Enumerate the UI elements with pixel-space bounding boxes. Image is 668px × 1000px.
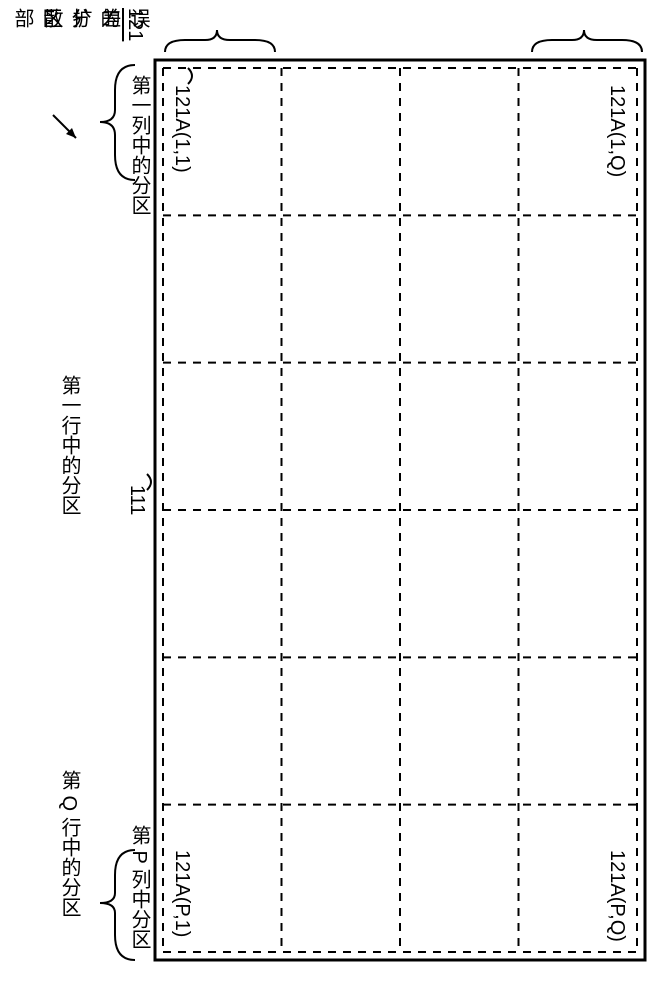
cell-p-q-label: 121A(P,Q) (605, 850, 628, 942)
bracket-col-p (522, 22, 652, 62)
title-arrow (48, 110, 88, 150)
inner-grid (163, 68, 637, 952)
cell-1-1-label: 121A(1,1) (170, 85, 193, 173)
cell-p-1-label: 121A(P,1) (170, 850, 193, 937)
title-line2: 121 的分区 (36, 8, 146, 41)
row-first-label: 第一行中的分区 (55, 375, 84, 515)
title-suffix: 的分区 (39, 8, 119, 28)
lead-111 (145, 472, 165, 492)
bracket-row-q (85, 845, 145, 970)
bracket-col-first (155, 22, 285, 62)
row-q-label: 第 Q 行中的分区 (55, 770, 84, 917)
cell-1-q-label: 121A(1,Q) (605, 85, 628, 177)
lead-cell-1-1 (186, 66, 206, 86)
bracket-row-first (85, 60, 145, 185)
title-ref-121: 121 (124, 8, 146, 41)
diagram-container: 误差扩散部 121 的分区 第一列中的分区 第 P 列中分区 第一行中的分区 第… (0, 0, 668, 1000)
